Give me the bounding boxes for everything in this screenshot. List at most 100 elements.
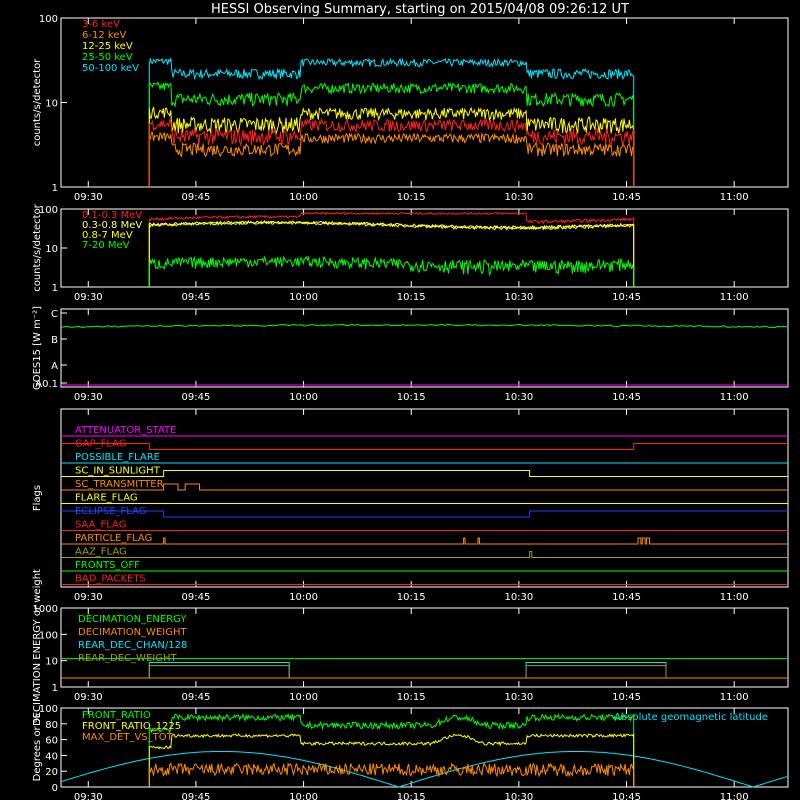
x-tick-label: 10:00 (289, 392, 318, 403)
x-tick-label: 10:15 (397, 692, 426, 703)
x-tick-label: 10:15 (397, 792, 426, 800)
legend-entry: 0.3-0.8 MeV (82, 220, 142, 231)
x-tick-label: 09:45 (182, 392, 211, 403)
x-tick-label: 10:30 (504, 192, 533, 203)
series-line-0.3-0.8 MeV (148, 219, 635, 287)
y-tick-label: 100 (39, 14, 58, 25)
x-tick-label: 11:00 (720, 292, 749, 303)
y-axis-label: DECIMATION ENERGY or weight (32, 569, 43, 726)
x-tick-label: 09:45 (182, 292, 211, 303)
series-line-12-25 keV (148, 106, 635, 187)
x-tick-label: 10:15 (397, 592, 426, 603)
x-tick-label: 09:30 (74, 792, 103, 800)
flag-label: SC_IN_SUNLIGHT (75, 466, 161, 477)
flag-label: BAD_PACKETS (75, 574, 146, 585)
y-tick-label: A (51, 361, 58, 372)
flag-line-AAZ_FLAG (61, 551, 788, 558)
series-line-3-6 keV (148, 117, 635, 187)
y-tick-label: 20 (45, 767, 58, 778)
panel-frame-ratios (60, 707, 789, 788)
legend-entry: 0.8-7 MeV (82, 230, 133, 241)
y-tick-label: 1 (52, 683, 58, 694)
x-tick-label: 09:45 (182, 692, 211, 703)
x-tick-label: 10:45 (612, 192, 641, 203)
y-tick-label: 1 (52, 183, 58, 194)
legend-entry: 0.1-0.3 MeV (82, 210, 142, 221)
x-tick-label: 11:00 (720, 792, 749, 800)
x-tick-label: 09:30 (74, 392, 103, 403)
flag-label: AAZ_FLAG (75, 547, 127, 558)
y-axis-label: GOES15 [W m⁻²] (32, 306, 43, 390)
y-tick-label: 100 (39, 704, 58, 715)
x-tick-label: 09:30 (74, 692, 103, 703)
y-axis-label: counts/s/detector (32, 58, 43, 146)
y-axis-label: Flags (32, 485, 43, 511)
panels-group: 09:30 09:45 10:00 10:15 10:30 10:45 11:00 count… (32, 14, 789, 800)
y-tick-label: 100 (39, 205, 58, 216)
x-tick-label: 10:15 (397, 192, 426, 203)
series-line-MAX_DET_VS_TOT (148, 762, 635, 787)
legend-entry: FRONT_RATIO_1225 (82, 721, 181, 732)
x-tick-label: 09:45 (182, 192, 211, 203)
panel-frame-flags (60, 408, 789, 588)
x-tick-label: 10:00 (289, 592, 318, 603)
legend-entry: 6-12 keV (82, 30, 126, 41)
flag-line-ECLIPSE_FLAG (61, 510, 788, 518)
flag-label: PARTICLE_FLAG (75, 533, 152, 544)
goes-flux-line (60, 323, 788, 329)
x-tick-label: 10:00 (289, 292, 318, 303)
y-axis-label: Degrees or % (32, 714, 43, 782)
x-tick-label: 10:15 (397, 392, 426, 403)
y-tick-label: A0.1 (35, 379, 58, 390)
flag-line-SC_IN_SUNLIGHT (61, 470, 788, 477)
y-tick-label: 60 (45, 736, 58, 747)
legend-entry: 3-6 keV (82, 19, 120, 30)
rear-dec-weight-box (525, 665, 667, 678)
rear-dec-chan-box (148, 662, 290, 678)
y-tick-label: 10 (45, 657, 58, 668)
x-tick-label: 09:30 (74, 292, 103, 303)
panel-frame-goes (60, 308, 789, 388)
series-line-50-100 keV (148, 57, 635, 187)
legend-entry: REAR_DEC_WEIGHT (78, 653, 177, 664)
y-tick-label: 100 (39, 630, 58, 641)
legend-entry: 25-50 keV (82, 52, 133, 63)
geomagnetic-latitude-line (60, 751, 788, 788)
legend-entry: MAX_DET_VS_TOT (82, 732, 174, 743)
x-tick-label: 11:00 (720, 392, 749, 403)
legend-entry: 50-100 keV (82, 63, 139, 74)
x-tick-label: 09:30 (74, 592, 103, 603)
rear-dec-chan-box (525, 662, 667, 678)
flag-line-PARTICLE_FLAG (61, 537, 788, 545)
legend-entry: REAR_DEC_CHAN/128 (78, 640, 187, 651)
series-line-FRONT_RATIO (148, 712, 635, 787)
x-tick-label: 10:30 (504, 692, 533, 703)
legend-entry: 7-20 MeV (82, 240, 130, 251)
x-tick-label: 10:45 (612, 792, 641, 800)
x-tick-label: 10:30 (504, 592, 533, 603)
y-tick-label: 1 (52, 283, 58, 294)
panel-frame-lightcurve-low (60, 17, 789, 188)
flag-line-GAP_FLAG (61, 443, 788, 450)
legend-entry: FRONT_RATIO (82, 710, 151, 721)
x-tick-label: 10:00 (289, 192, 318, 203)
flag-label: ATTENUATOR_STATE (75, 425, 176, 436)
series-line-0.1-0.3 MeV (148, 211, 635, 287)
x-tick-label: 11:00 (720, 592, 749, 603)
series-line-6-12 keV (148, 131, 635, 187)
x-tick-label: 09:30 (74, 192, 103, 203)
x-tick-label: 10:00 (289, 692, 318, 703)
flag-label: POSSIBLE_FLARE (75, 452, 160, 463)
flag-label: FLARE_FLAG (75, 493, 138, 504)
x-tick-label: 10:45 (612, 592, 641, 603)
y-axis-label: counts/s/detector (32, 203, 43, 291)
y-tick-label: B (51, 335, 58, 346)
legend-entry: DECIMATION_WEIGHT (78, 627, 187, 638)
x-tick-label: 09:45 (182, 592, 211, 603)
flag-line-SC_TRANSMITTER (61, 483, 788, 491)
panel-frame-decimation (60, 607, 789, 688)
series-line-FRONT_RATIO_1225 (148, 733, 635, 787)
y-tick-label: 0 (52, 783, 58, 794)
x-tick-label: 10:30 (504, 292, 533, 303)
